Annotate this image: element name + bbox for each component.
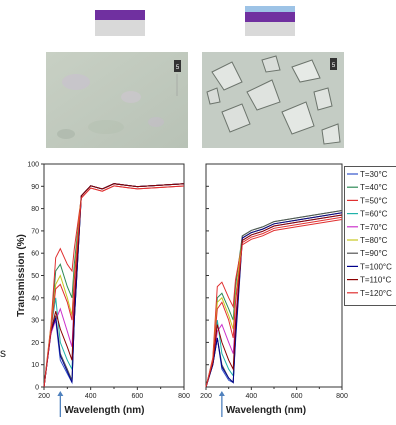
micrograph-right: 5 (202, 52, 344, 148)
y-tick-label: 50 (31, 273, 39, 280)
chart-left: 200 400 600 800 0 10 20 30 40 50 60 70 80 90 100 Transm… (16, 162, 190, 417)
series-line (205, 212, 343, 388)
arrow-head (57, 391, 64, 396)
series-line (205, 212, 343, 388)
series-line (43, 183, 185, 388)
series-line (43, 183, 185, 388)
series-line (205, 216, 343, 388)
legend-label: T=60°C (360, 210, 388, 219)
legend-label: T=80°C (360, 236, 388, 245)
micrograph-left: 5 (46, 52, 188, 148)
x-tick-label: 600 (131, 393, 143, 400)
film-layer (95, 10, 145, 20)
substrate-layer (95, 20, 145, 36)
y-tick-label: 100 (27, 162, 39, 169)
x-tick-label: 800 (336, 393, 348, 400)
series-line (205, 219, 343, 388)
y-axis-label: Transmission (%) (16, 234, 27, 317)
y-tick-label: 80 (31, 206, 39, 213)
x-tick-label: 400 (85, 393, 97, 400)
series-line (43, 185, 185, 388)
y-tick-label: 30 (31, 318, 39, 325)
scale-label: 5 (176, 65, 180, 71)
legend-box (344, 166, 396, 306)
series-line (43, 183, 185, 388)
y-tick-label: 40 (31, 295, 39, 302)
x-tick-label: 200 (200, 393, 212, 400)
series-line (205, 212, 343, 388)
series-line (205, 214, 343, 388)
scale-label: 5 (332, 63, 336, 69)
y-tick-label: 20 (31, 340, 39, 347)
series-line (43, 185, 185, 388)
arrow-head (218, 391, 225, 396)
y-tick-label: 0 (35, 385, 39, 392)
film-schematic-right (245, 6, 295, 36)
y-tick-label: 60 (31, 251, 39, 258)
series-line (205, 214, 343, 388)
series-line (43, 183, 185, 388)
overlayer (245, 6, 295, 12)
stray-text: s (0, 346, 6, 360)
legend: T=30°C T=40°C T=50°C T=60°C T=70°C T=80°C T=90… (344, 166, 396, 306)
film-schematic-left (95, 10, 145, 36)
y-tick-label: 10 (31, 362, 39, 369)
x-tick-label: 400 (245, 393, 257, 400)
film-layer (245, 12, 295, 22)
substrate-layer (245, 22, 295, 36)
series-line (43, 183, 185, 388)
x-axis-label: Wavelength (nm) (226, 405, 306, 416)
y-tick-label: 90 (31, 184, 39, 191)
legend-label: T=100°C (360, 262, 392, 271)
series-line (205, 212, 343, 388)
series-line (205, 210, 343, 388)
x-tick-label: 200 (38, 393, 50, 400)
legend-label: T=110°C (360, 276, 392, 285)
series-line (43, 183, 185, 388)
x-tick-label: 800 (178, 393, 190, 400)
series-line (43, 183, 185, 388)
series-line (205, 210, 343, 388)
x-tick-label: 600 (291, 393, 303, 400)
legend-label: T=40°C (360, 183, 388, 192)
legend-label: T=50°C (360, 196, 388, 205)
legend-label: T=30°C (360, 170, 388, 179)
legend-label: T=90°C (360, 249, 388, 258)
y-tick-label: 70 (31, 228, 39, 235)
x-axis-label: Wavelength (nm) (64, 405, 144, 416)
legend-label: T=70°C (360, 223, 388, 232)
series-line (43, 183, 185, 388)
chart-right: 200 400 600 800 Wavelength (nm) (200, 163, 348, 417)
legend-label: T=120°C (360, 289, 392, 298)
